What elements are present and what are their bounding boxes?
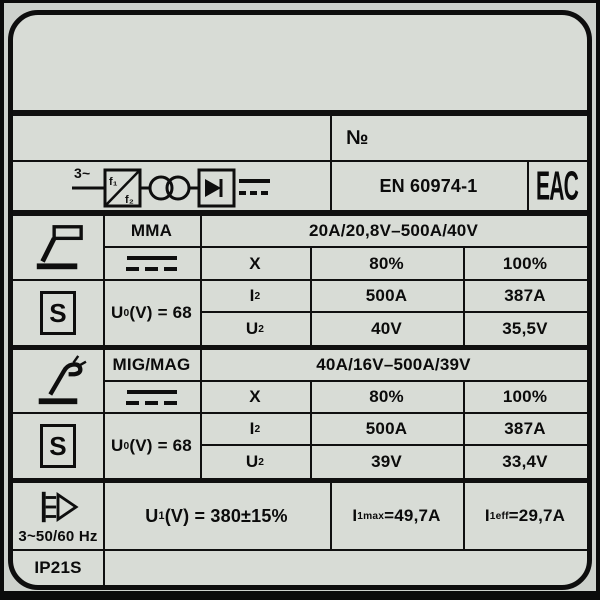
divider-line (103, 380, 587, 382)
divider-line (463, 248, 465, 345)
divider-line (103, 216, 105, 345)
f1-label: f₁ (109, 176, 118, 188)
rectifier-icon (197, 168, 235, 208)
duty-cycle-value: 100% (502, 253, 548, 273)
divider-line (200, 311, 587, 313)
voltage-value: 40V (371, 319, 402, 338)
current-value: 387A (504, 419, 546, 438)
three-phase-label: 3~ (74, 165, 90, 181)
brand-area (13, 15, 587, 110)
ip-rating: IP21S (34, 558, 82, 577)
divider-line (463, 483, 465, 549)
voltage-value: 35,5V (502, 319, 548, 338)
divider-line (310, 248, 312, 345)
standard-label: EN 60974-1 (379, 175, 478, 196)
duty-cycle-value: 80% (369, 387, 404, 406)
dc-symbol-cell (103, 248, 200, 279)
mains-plug-icon (41, 491, 79, 522)
mig-torch-icon (38, 355, 87, 405)
duty-cycle-value: 100% (502, 387, 548, 406)
max-supply-current: I 1max =49,7A (352, 506, 441, 525)
divider-line (103, 350, 105, 478)
divider-line (310, 382, 312, 478)
s-mark-cell: S (13, 414, 103, 478)
s-mark-icon: S (40, 291, 76, 335)
welding-range: 20A/20,8V–500A/40V (308, 221, 478, 240)
transformer-icon (148, 175, 173, 201)
dc-output-icon (125, 256, 179, 271)
dc-output-icon (125, 389, 179, 405)
mains-input-cell: 3~50/60 Hz (13, 483, 103, 549)
mma-electrode-icon (36, 224, 83, 269)
divider-line (13, 412, 587, 414)
current-value: 500A (365, 286, 408, 305)
divider-line (463, 382, 465, 478)
f2-label: f₂ (125, 194, 134, 206)
rating-plate-table: № 3~ f₁ f₂ EN 60974-1 E (13, 15, 587, 585)
divider-line (200, 444, 587, 446)
rating-plate: № 3~ f₁ f₂ EN 60974-1 E (8, 10, 592, 590)
eac-mark-icon: EAC (535, 162, 579, 208)
divider-line (13, 110, 587, 116)
divider-line (13, 160, 587, 162)
divider-line (13, 345, 587, 350)
s-mark-icon: S (40, 424, 76, 468)
current-value: 500A (365, 419, 408, 438)
divider-line (330, 483, 332, 549)
ip-row-empty-cell (103, 551, 587, 585)
divider-line (103, 483, 105, 585)
process-name: MIG/MAG (112, 355, 191, 374)
mma-process-cell (13, 216, 103, 279)
effective-supply-current: I 1eff =29,7A (484, 506, 566, 525)
s-mark-cell: S (13, 281, 103, 345)
current-value: 387A (504, 286, 546, 305)
divider-line (330, 116, 332, 210)
welding-range: 40A/16V–500A/39V (316, 355, 471, 374)
divider-line (200, 350, 202, 478)
eac-mark-cell: EAC (527, 162, 587, 210)
divider-line (13, 549, 587, 551)
duty-cycle-value: 80% (369, 253, 404, 273)
divider-line (13, 279, 587, 281)
divider-line (527, 162, 529, 210)
voltage-value: 33,4V (502, 452, 548, 471)
divider-line (13, 210, 587, 216)
power-source-icon: 3~ f₁ f₂ (71, 165, 270, 208)
serial-number-label: № (346, 126, 369, 149)
mig-process-cell (13, 350, 103, 412)
power-source-symbol-cell: 3~ f₁ f₂ (13, 162, 330, 210)
duty-cycle-label: X (249, 387, 261, 406)
divider-line (13, 478, 587, 483)
dc-symbol-cell (103, 382, 200, 412)
process-name: MMA (130, 221, 173, 240)
voltage-value: 39V (371, 452, 402, 471)
mains-frequency: 3~50/60 Hz (18, 527, 98, 545)
divider-line (200, 216, 202, 345)
divider-line (103, 246, 587, 248)
duty-cycle-label: X (249, 253, 261, 273)
